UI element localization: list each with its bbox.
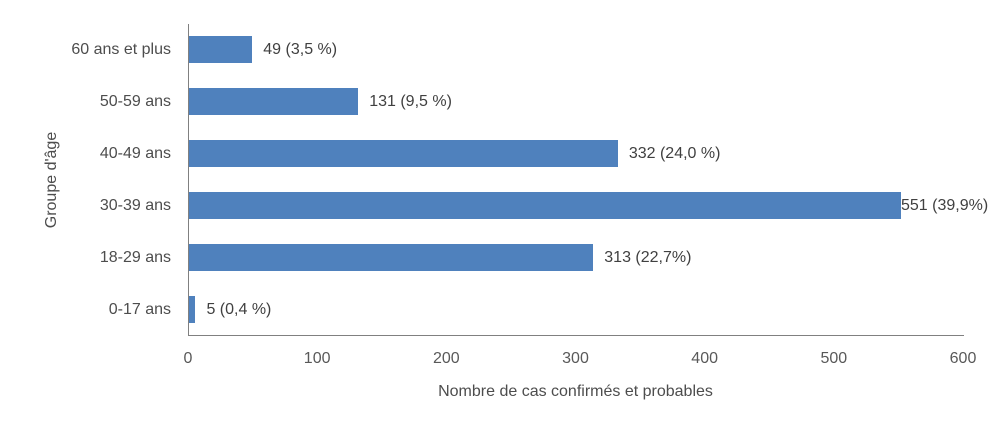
bar xyxy=(189,88,359,116)
bar xyxy=(189,140,618,168)
x-tick-label: 200 xyxy=(432,350,460,367)
bar xyxy=(189,295,196,323)
x-tick-label: 500 xyxy=(820,350,848,367)
category-label: 60 ans et plus xyxy=(71,41,171,59)
category-label: 0-17 ans xyxy=(108,300,171,318)
value-label: 313 (22,7%) xyxy=(604,248,692,266)
value-label: 5 (0,4 %) xyxy=(206,300,272,318)
x-tick-label: 100 xyxy=(303,350,331,367)
x-tick-label: 400 xyxy=(691,350,718,367)
bar xyxy=(189,243,594,271)
bar xyxy=(189,36,253,64)
plot-area xyxy=(188,24,964,336)
x-tick-label: 600 xyxy=(949,350,977,367)
value-label: 551 (39,9%) xyxy=(901,196,989,214)
category-label: 30-39 ans xyxy=(99,196,171,214)
category-label: 50-59 ans xyxy=(99,93,171,111)
value-label: 49 (3,5 %) xyxy=(263,41,338,59)
category-label: 18-29 ans xyxy=(99,248,171,266)
value-label: 131 (9,5 %) xyxy=(369,93,452,111)
value-label: 332 (24,0 %) xyxy=(628,145,721,163)
bar xyxy=(189,191,901,219)
x-axis-title: Nombre de cas confirmés et probables xyxy=(438,383,713,400)
category-label: 40-49 ans xyxy=(99,145,171,163)
x-tick-label: 300 xyxy=(562,350,589,367)
x-tick-label: 0 xyxy=(183,350,193,367)
